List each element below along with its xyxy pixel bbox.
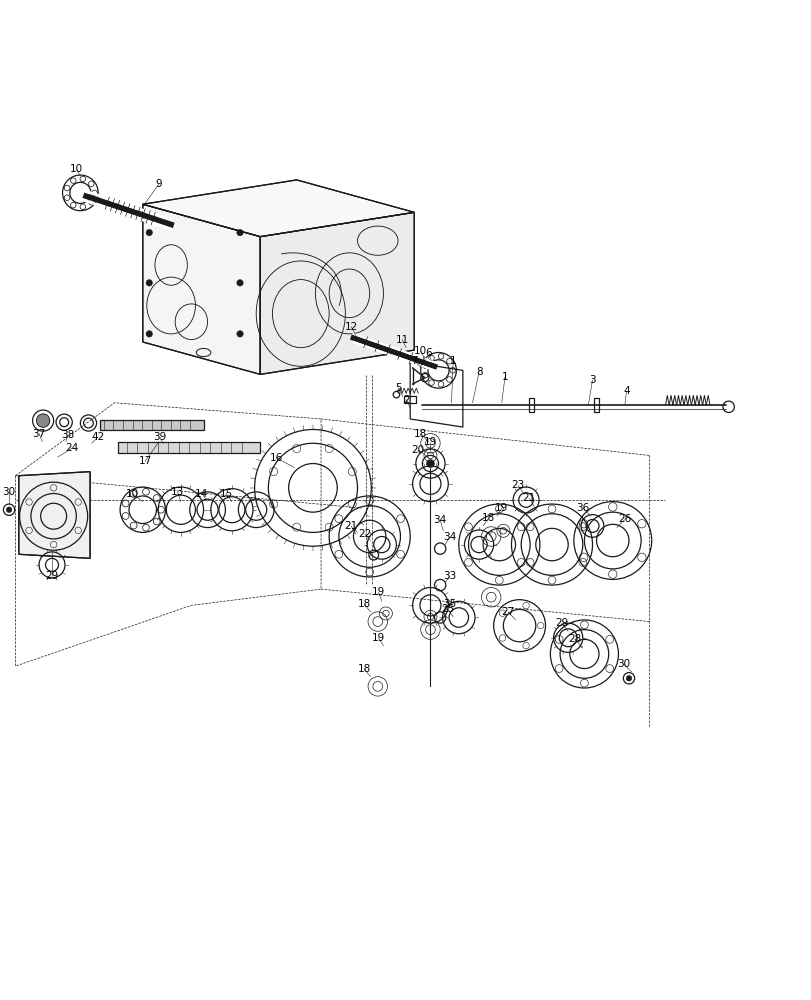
Text: 21: 21 <box>344 521 357 531</box>
Text: 1: 1 <box>449 356 456 366</box>
Polygon shape <box>143 204 260 374</box>
Text: 24: 24 <box>66 443 79 453</box>
Polygon shape <box>260 212 414 374</box>
Text: 29: 29 <box>555 618 568 628</box>
Text: 30: 30 <box>2 487 15 497</box>
FancyBboxPatch shape <box>118 442 260 453</box>
Text: 5: 5 <box>394 383 401 393</box>
Text: 23: 23 <box>511 480 524 490</box>
Text: 27: 27 <box>501 607 514 617</box>
Text: 16: 16 <box>269 453 283 463</box>
Text: 21: 21 <box>522 493 535 503</box>
Circle shape <box>237 331 243 337</box>
Circle shape <box>146 229 152 236</box>
Text: 1: 1 <box>501 372 508 382</box>
Text: 12: 12 <box>344 322 357 332</box>
Text: 6: 6 <box>425 348 431 358</box>
Circle shape <box>625 675 631 681</box>
Polygon shape <box>143 180 414 237</box>
Circle shape <box>146 331 152 337</box>
Text: 19: 19 <box>423 437 436 447</box>
Circle shape <box>426 459 434 468</box>
Text: 9: 9 <box>156 179 162 189</box>
Text: 33: 33 <box>443 571 456 581</box>
Text: 17: 17 <box>139 456 152 466</box>
Bar <box>403 396 415 403</box>
Text: 8: 8 <box>475 367 482 377</box>
Text: 37: 37 <box>32 429 45 439</box>
Text: 18: 18 <box>414 429 427 439</box>
Text: 30: 30 <box>616 659 629 669</box>
Text: 18: 18 <box>357 664 370 674</box>
Text: 19: 19 <box>371 633 384 643</box>
Text: 34: 34 <box>433 515 446 525</box>
Text: 18: 18 <box>357 599 370 609</box>
Text: 25: 25 <box>440 604 453 614</box>
FancyBboxPatch shape <box>100 420 204 430</box>
Text: 10: 10 <box>126 489 139 499</box>
Text: 42: 42 <box>92 432 105 442</box>
Text: 29: 29 <box>45 571 58 581</box>
Circle shape <box>237 229 243 236</box>
Bar <box>594 398 599 412</box>
Text: 3: 3 <box>589 375 595 385</box>
Text: 34: 34 <box>443 532 456 542</box>
Text: 4: 4 <box>623 386 629 396</box>
Text: 20: 20 <box>411 445 424 455</box>
Text: 11: 11 <box>395 335 408 345</box>
Text: 26: 26 <box>617 514 631 524</box>
Text: 10: 10 <box>70 164 83 174</box>
Text: 13: 13 <box>171 487 184 497</box>
Circle shape <box>6 507 12 513</box>
Text: 22: 22 <box>358 529 371 539</box>
Text: 15: 15 <box>219 489 233 499</box>
Text: 28: 28 <box>568 634 581 644</box>
Text: 38: 38 <box>61 430 74 440</box>
Text: 14: 14 <box>195 489 208 499</box>
Bar <box>529 398 534 412</box>
Circle shape <box>146 280 152 286</box>
Circle shape <box>237 280 243 286</box>
Text: 7: 7 <box>410 356 417 366</box>
Text: 18: 18 <box>482 513 495 523</box>
Text: 36: 36 <box>576 503 589 513</box>
Text: 2: 2 <box>402 395 409 405</box>
Circle shape <box>36 414 49 427</box>
Text: 10: 10 <box>414 346 427 356</box>
Text: 39: 39 <box>153 432 166 442</box>
Polygon shape <box>19 472 90 558</box>
Text: 19: 19 <box>371 587 384 597</box>
Text: 35: 35 <box>443 599 456 609</box>
Text: 19: 19 <box>495 503 508 513</box>
